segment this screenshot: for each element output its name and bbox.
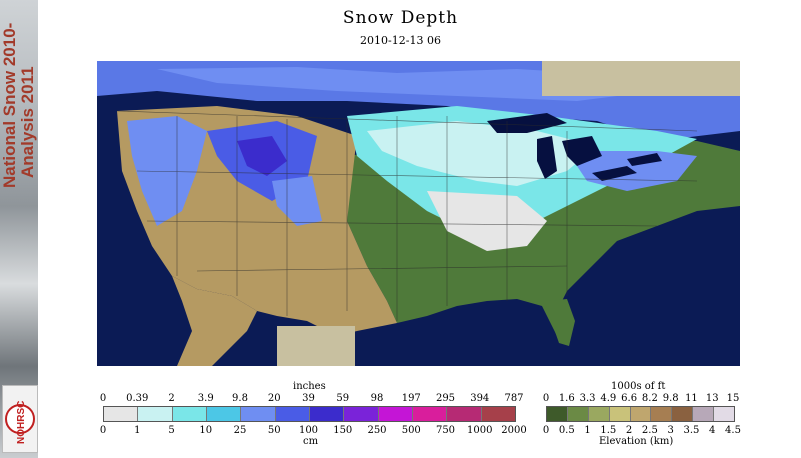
- elevation-km-tick-label: 1.5: [600, 425, 617, 436]
- elevation-ft-tick-label: 3.3: [579, 393, 596, 404]
- elevation-km-tick-label: 4: [709, 425, 716, 436]
- snow-cm-tick-label: 250: [367, 425, 387, 436]
- snow-depth-swatch: [412, 407, 448, 421]
- elevation-swatch: [714, 407, 734, 421]
- florida: [547, 299, 575, 346]
- elevation-swatch: [672, 407, 694, 421]
- sidebar-title-line1: National Snow 2010-: [0, 23, 19, 188]
- map-timestamp: 2010-12-13 06: [360, 34, 441, 47]
- snow-cm-tick-label: 100: [298, 425, 319, 436]
- snow-depth-swatch: [309, 407, 345, 421]
- snow-depth-swatch: [104, 407, 139, 421]
- page-title: Snow Depth: [342, 8, 459, 28]
- snow-depth-colorbar: [103, 406, 516, 422]
- snow-cm-tick-label: 0: [99, 425, 107, 436]
- elevation-colorbar: [546, 406, 735, 422]
- snow-depth-swatch: [378, 407, 413, 421]
- snow-inch-tick-label: 9.8: [232, 393, 248, 404]
- snow-depth-map: [97, 61, 740, 366]
- elevation-ft-tick-label: 13: [705, 393, 719, 404]
- snow-depth-swatch: [344, 407, 379, 421]
- elevation-km-tick-label: 0: [542, 425, 550, 436]
- state-borders: [116, 110, 698, 321]
- elevation-legend-unit-top: 1000s of ft: [611, 381, 666, 392]
- snow-inch-tick-label: 0.39: [126, 393, 149, 404]
- elevation-legend-unit-bottom: Elevation (km): [599, 436, 674, 447]
- snow-legend-unit-bottom: cm: [303, 436, 319, 447]
- snow-cm-tick-label: 1: [134, 425, 141, 436]
- snow-depth-swatch: [447, 407, 482, 421]
- snow-depth-swatch: [481, 407, 515, 421]
- elevation-swatch: [547, 407, 568, 421]
- no-data-region-mexico: [277, 326, 355, 366]
- no-data-region-ne: [542, 61, 740, 96]
- snow-cm-tick-label: 150: [333, 425, 353, 436]
- nohrsc-logo-text: NOHRSC: [16, 401, 27, 444]
- snow-depth-swatch: [241, 407, 276, 421]
- snow-inch-tick-label: 0: [99, 393, 107, 404]
- elevation-ft-tick-label: 11: [685, 393, 698, 404]
- nohrsc-logo: NOHRSC: [2, 385, 38, 453]
- elevation-ft-tick-label: 8.2: [641, 393, 658, 404]
- snow-cm-tick-label: 50: [267, 425, 281, 436]
- snow-cm-tick-label: 25: [233, 425, 247, 436]
- elevation-ft-tick-label: 6.6: [621, 393, 638, 404]
- snow-cm-tick-label: 5: [168, 425, 175, 436]
- snow-cm-tick-label: 10: [199, 425, 213, 436]
- snow-inch-tick-label: 394: [470, 393, 490, 404]
- snow-inch-tick-label: 2: [168, 393, 175, 404]
- snow-cm-tick-label: 2000: [501, 425, 527, 436]
- elevation-swatch: [609, 407, 631, 421]
- elevation-km-tick-label: 4.5: [725, 425, 741, 436]
- snow-inch-tick-label: 59: [336, 393, 350, 404]
- elevation-km-tick-label: 2.5: [641, 425, 658, 436]
- snow-inch-tick-label: 3.9: [197, 393, 214, 404]
- snow-inch-tick-label: 787: [504, 393, 524, 404]
- sidebar-strip: National Snow 2010- Analysis 2011 NOHRSC: [0, 0, 38, 458]
- elevation-km-tick-label: 2: [625, 425, 633, 436]
- elevation-swatch: [630, 407, 652, 421]
- elevation-swatch: [588, 407, 610, 421]
- snow-cm-tick-label: 750: [435, 425, 456, 436]
- great-lakes: [487, 113, 662, 181]
- elevation-ft-tick-label: 1.6: [558, 393, 575, 404]
- elevation-km-tick-label: 1: [584, 425, 591, 436]
- sidebar-title-line2: Analysis 2011: [18, 66, 37, 178]
- snow-inch-tick-label: 295: [435, 393, 456, 404]
- snow-depth-swatch: [206, 407, 242, 421]
- elevation-km-tick-label: 3: [667, 425, 674, 436]
- elevation-ft-tick-label: 15: [726, 393, 740, 404]
- elevation-ft-tick-label: 4.9: [600, 393, 617, 404]
- snow-inch-tick-label: 39: [302, 393, 315, 404]
- snow-depth-swatch: [275, 407, 310, 421]
- elevation-km-tick-label: 3.5: [683, 425, 700, 436]
- elevation-ft-tick-label: 9.8: [662, 393, 679, 404]
- snow-inch-tick-label: 20: [267, 393, 281, 404]
- sidebar-title: National Snow 2010- Analysis 2011: [0, 0, 38, 250]
- snow-depth-swatch: [138, 407, 173, 421]
- snow-cm-tick-label: 500: [401, 425, 421, 436]
- elevation-ft-tick-label: 0: [542, 393, 550, 404]
- elevation-swatch: [651, 407, 673, 421]
- elevation-km-tick-label: 0.5: [558, 425, 575, 436]
- snow-inch-tick-label: 98: [370, 393, 384, 404]
- snow-cm-tick-label: 1000: [467, 425, 493, 436]
- elevation-swatch: [567, 407, 589, 421]
- snow-legend-unit-top: inches: [293, 381, 326, 392]
- snow-inch-tick-label: 197: [401, 393, 421, 404]
- elevation-swatch: [693, 407, 715, 421]
- snow-depth-swatch: [172, 407, 207, 421]
